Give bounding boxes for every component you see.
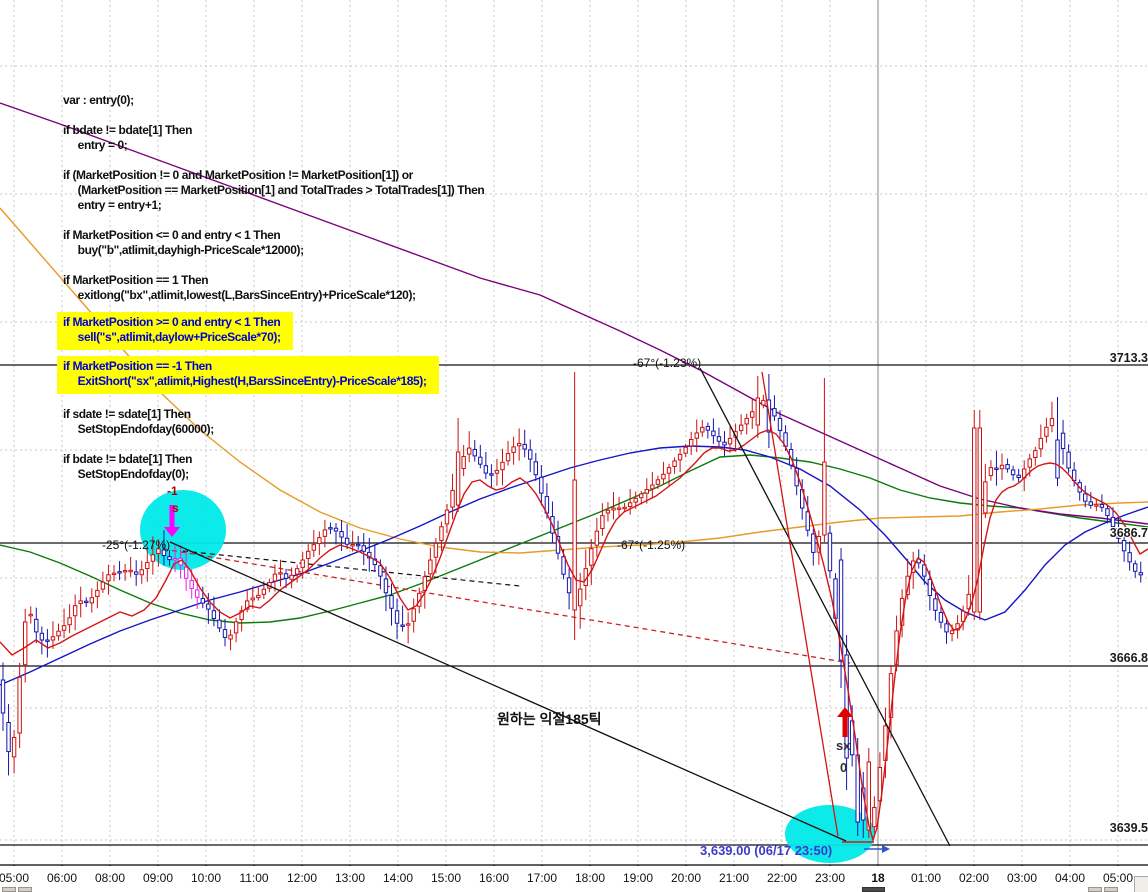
profit-target-line	[169, 541, 847, 842]
exit-order-label: sx	[836, 738, 851, 753]
drop-red-line	[761, 371, 839, 837]
time-label-2300: 23:00	[814, 871, 846, 885]
time-label-0800: 08:00	[94, 871, 126, 885]
code-block-sell-highlighted: if MarketPosition >= 0 and entry < 1 The…	[57, 312, 293, 350]
price-label-3639.5: 3639.5	[1109, 821, 1148, 835]
fast-moving-average	[0, 429, 1148, 843]
time-label-0500: 05:00	[1102, 871, 1134, 885]
ma-green	[0, 454, 1148, 624]
time-label-1200: 12:00	[286, 871, 318, 885]
scrollbar-left-button[interactable]	[2, 887, 16, 892]
trend-dashed-black	[182, 550, 521, 587]
highlight-markers[interactable]	[140, 490, 875, 863]
order-arrows	[164, 505, 890, 853]
code-block-vars: var : entry(0); if bdate != bdate[1] The…	[63, 93, 485, 302]
time-label-2000: 20:00	[670, 871, 702, 885]
code-block-exitshort-highlighted: if MarketPosition == -1 Then ExitShort("…	[57, 356, 439, 394]
time-label-1700: 17:00	[526, 871, 558, 885]
angle-label-left: -25°(-1.27%)	[102, 538, 171, 552]
angle-label-top: -67°(-1.23%)	[633, 356, 702, 370]
angle-label-mid: -67°(-1.25%)	[617, 538, 686, 552]
time-label-1000: 10:00	[190, 871, 222, 885]
drop-fan-line	[699, 367, 951, 847]
resize-corner-button[interactable]	[1134, 876, 1148, 892]
time-label-2200: 22:00	[766, 871, 798, 885]
position-minus1-label: -1	[167, 484, 178, 498]
ma-blue	[0, 445, 1148, 686]
time-label-1800: 18:00	[574, 871, 606, 885]
time-label-0100: 01:00	[910, 871, 942, 885]
sell-order-label: s	[172, 501, 179, 515]
trend-dashed-red	[162, 548, 851, 664]
price-label-3686.7: 3686.7	[1109, 526, 1148, 540]
trendlines[interactable]	[169, 367, 951, 847]
time-label-0200: 02:00	[958, 871, 990, 885]
ma-orange	[0, 207, 1148, 554]
time-label-1600: 16:00	[478, 871, 510, 885]
code-block-stops: if sdate != sdate[1] Then SetStopEndofda…	[63, 407, 214, 481]
price-label-3666.8: 3666.8	[1109, 651, 1148, 665]
time-label-0500: 05:00	[0, 871, 30, 885]
time-label-1900: 19:00	[622, 871, 654, 885]
scrollbar-right-button[interactable]	[1088, 887, 1102, 892]
price-label-3713.3: 3713.3	[1109, 351, 1148, 365]
time-axis[interactable]: 05:00 06:00 08:00 09:00 10:00 11:00 12:00 13:00…	[0, 866, 1148, 892]
exit-price-timestamp-label: 3,639.00 (06/17 23:50)	[700, 843, 833, 858]
time-label-1100: 11:00	[239, 871, 269, 885]
scrollbar-thumb[interactable]	[862, 887, 885, 892]
entry-highlight	[140, 490, 226, 570]
scrollbar-right-button2[interactable]	[1104, 887, 1118, 892]
time-label-0900: 09:00	[142, 871, 174, 885]
profit-target-note: 원하는 익절185틱	[497, 711, 602, 727]
ma-red	[0, 429, 1148, 843]
scrollbar-left-button2[interactable]	[18, 887, 32, 892]
time-label-1300: 13:00	[334, 871, 366, 885]
time-label-18: 18	[871, 871, 885, 885]
time-label-0400: 04:00	[1054, 871, 1086, 885]
time-label-0600: 06:00	[46, 871, 78, 885]
time-label-0300: 03:00	[1006, 871, 1038, 885]
position-zero-label: 0	[840, 760, 848, 775]
time-label-2100: 21:00	[718, 871, 750, 885]
time-label-1400: 14:00	[382, 871, 414, 885]
time-label-1500: 15:00	[430, 871, 462, 885]
gridlines	[0, 0, 1148, 865]
